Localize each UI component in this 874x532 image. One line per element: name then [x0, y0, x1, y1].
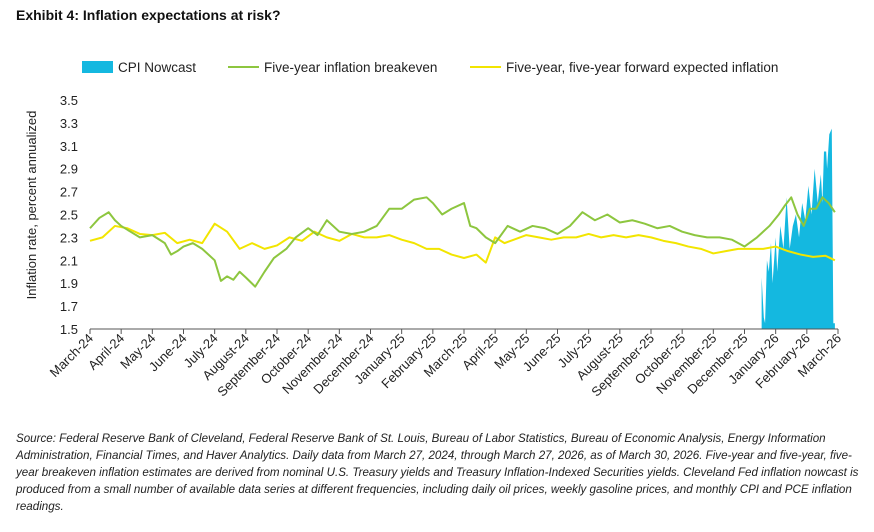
source-note: Source: Federal Reserve Bank of Clevelan… [16, 432, 859, 513]
plot-area [89, 128, 836, 329]
y-tick-label: 1.5 [60, 322, 78, 337]
y-tick-label: 2.3 [60, 230, 78, 245]
legend-label-cpi-nowcast: CPI Nowcast [118, 60, 196, 75]
y-tick-label: 1.9 [60, 276, 78, 291]
legend-label-forward: Five-year, five-year forward expected in… [506, 60, 778, 75]
y-tick-label: 2.1 [60, 253, 78, 268]
x-axis-ticks: March-24April-24May-24June-24July-24Augu… [47, 329, 844, 399]
y-tick-label: 3.5 [60, 93, 78, 108]
legend-swatch-cpi-nowcast [82, 61, 113, 73]
x-tick-label: March-24 [47, 331, 96, 380]
legend-label-breakeven: Five-year inflation breakeven [264, 60, 437, 75]
y-tick-label: 3.3 [60, 116, 78, 131]
y-tick-label: 2.5 [60, 208, 78, 223]
y-tick-label: 2.7 [60, 185, 78, 200]
y-tick-label: 1.7 [60, 299, 78, 314]
series-line-forward-expected-inflation [89, 222, 836, 264]
y-tick-label: 2.9 [60, 162, 78, 177]
legend: CPI Nowcast Five-year inflation breakeve… [82, 60, 778, 75]
y-axis-label: Inflation rate, percent annualized [24, 111, 39, 300]
series-area-cpi-nowcast [761, 128, 835, 329]
series-line-five-year-breakeven [89, 196, 836, 288]
y-axis-ticks: 1.5 1.7 1.9 2.1 2.3 2.5 2.7 2.9 3.1 3.3 3.5 [60, 93, 78, 337]
y-tick-label: 3.1 [60, 139, 78, 154]
chart-title: Exhibit 4: Inflation expectations at ris… [16, 7, 281, 23]
chart: CPI Nowcast Five-year inflation breakeve… [24, 60, 844, 399]
